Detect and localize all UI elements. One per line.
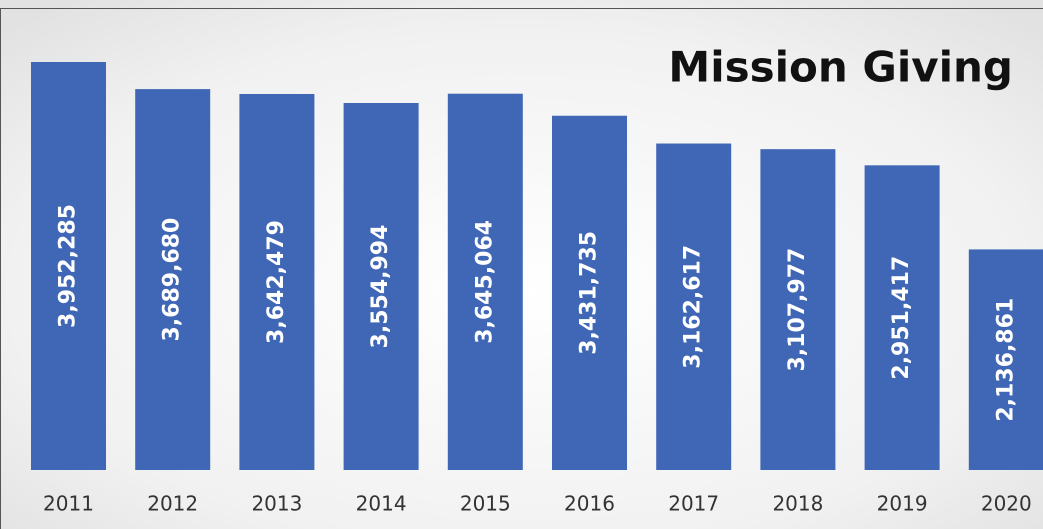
bar xyxy=(968,249,1043,470)
chart-title: Mission Giving xyxy=(668,43,1013,92)
value-label: 3,107,977 xyxy=(785,248,810,372)
bar xyxy=(31,62,106,470)
value-label: 2,951,417 xyxy=(889,256,914,380)
x-tick-label: 2018 xyxy=(772,492,823,516)
x-tick-label: 2016 xyxy=(564,492,615,516)
bar xyxy=(135,89,211,471)
bar xyxy=(343,103,419,471)
x-tick-label: 2017 xyxy=(668,492,719,516)
bar xyxy=(239,93,315,470)
bar xyxy=(552,115,627,470)
x-tick-label: 2013 xyxy=(251,492,302,516)
bar xyxy=(447,93,523,471)
value-label: 2,136,861 xyxy=(993,298,1018,422)
bar xyxy=(656,143,732,470)
x-tick-label: 2011 xyxy=(43,492,94,516)
value-label: 3,689,680 xyxy=(160,218,185,342)
x-tick-label: 2015 xyxy=(460,492,511,516)
value-label: 3,162,617 xyxy=(681,245,706,369)
x-tick-label: 2020 xyxy=(981,492,1032,516)
x-tick-label: 2014 xyxy=(356,492,407,516)
bar xyxy=(864,165,940,470)
bar xyxy=(760,149,836,470)
x-tick-label: 2012 xyxy=(147,492,198,516)
value-label: 3,431,735 xyxy=(577,231,602,355)
frame xyxy=(0,8,1043,529)
x-tick-label: 2019 xyxy=(877,492,928,516)
value-label: 3,554,994 xyxy=(368,225,393,349)
value-label: 3,952,285 xyxy=(56,204,81,328)
value-label: 3,642,479 xyxy=(264,220,289,344)
value-label: 3,645,064 xyxy=(472,220,497,344)
